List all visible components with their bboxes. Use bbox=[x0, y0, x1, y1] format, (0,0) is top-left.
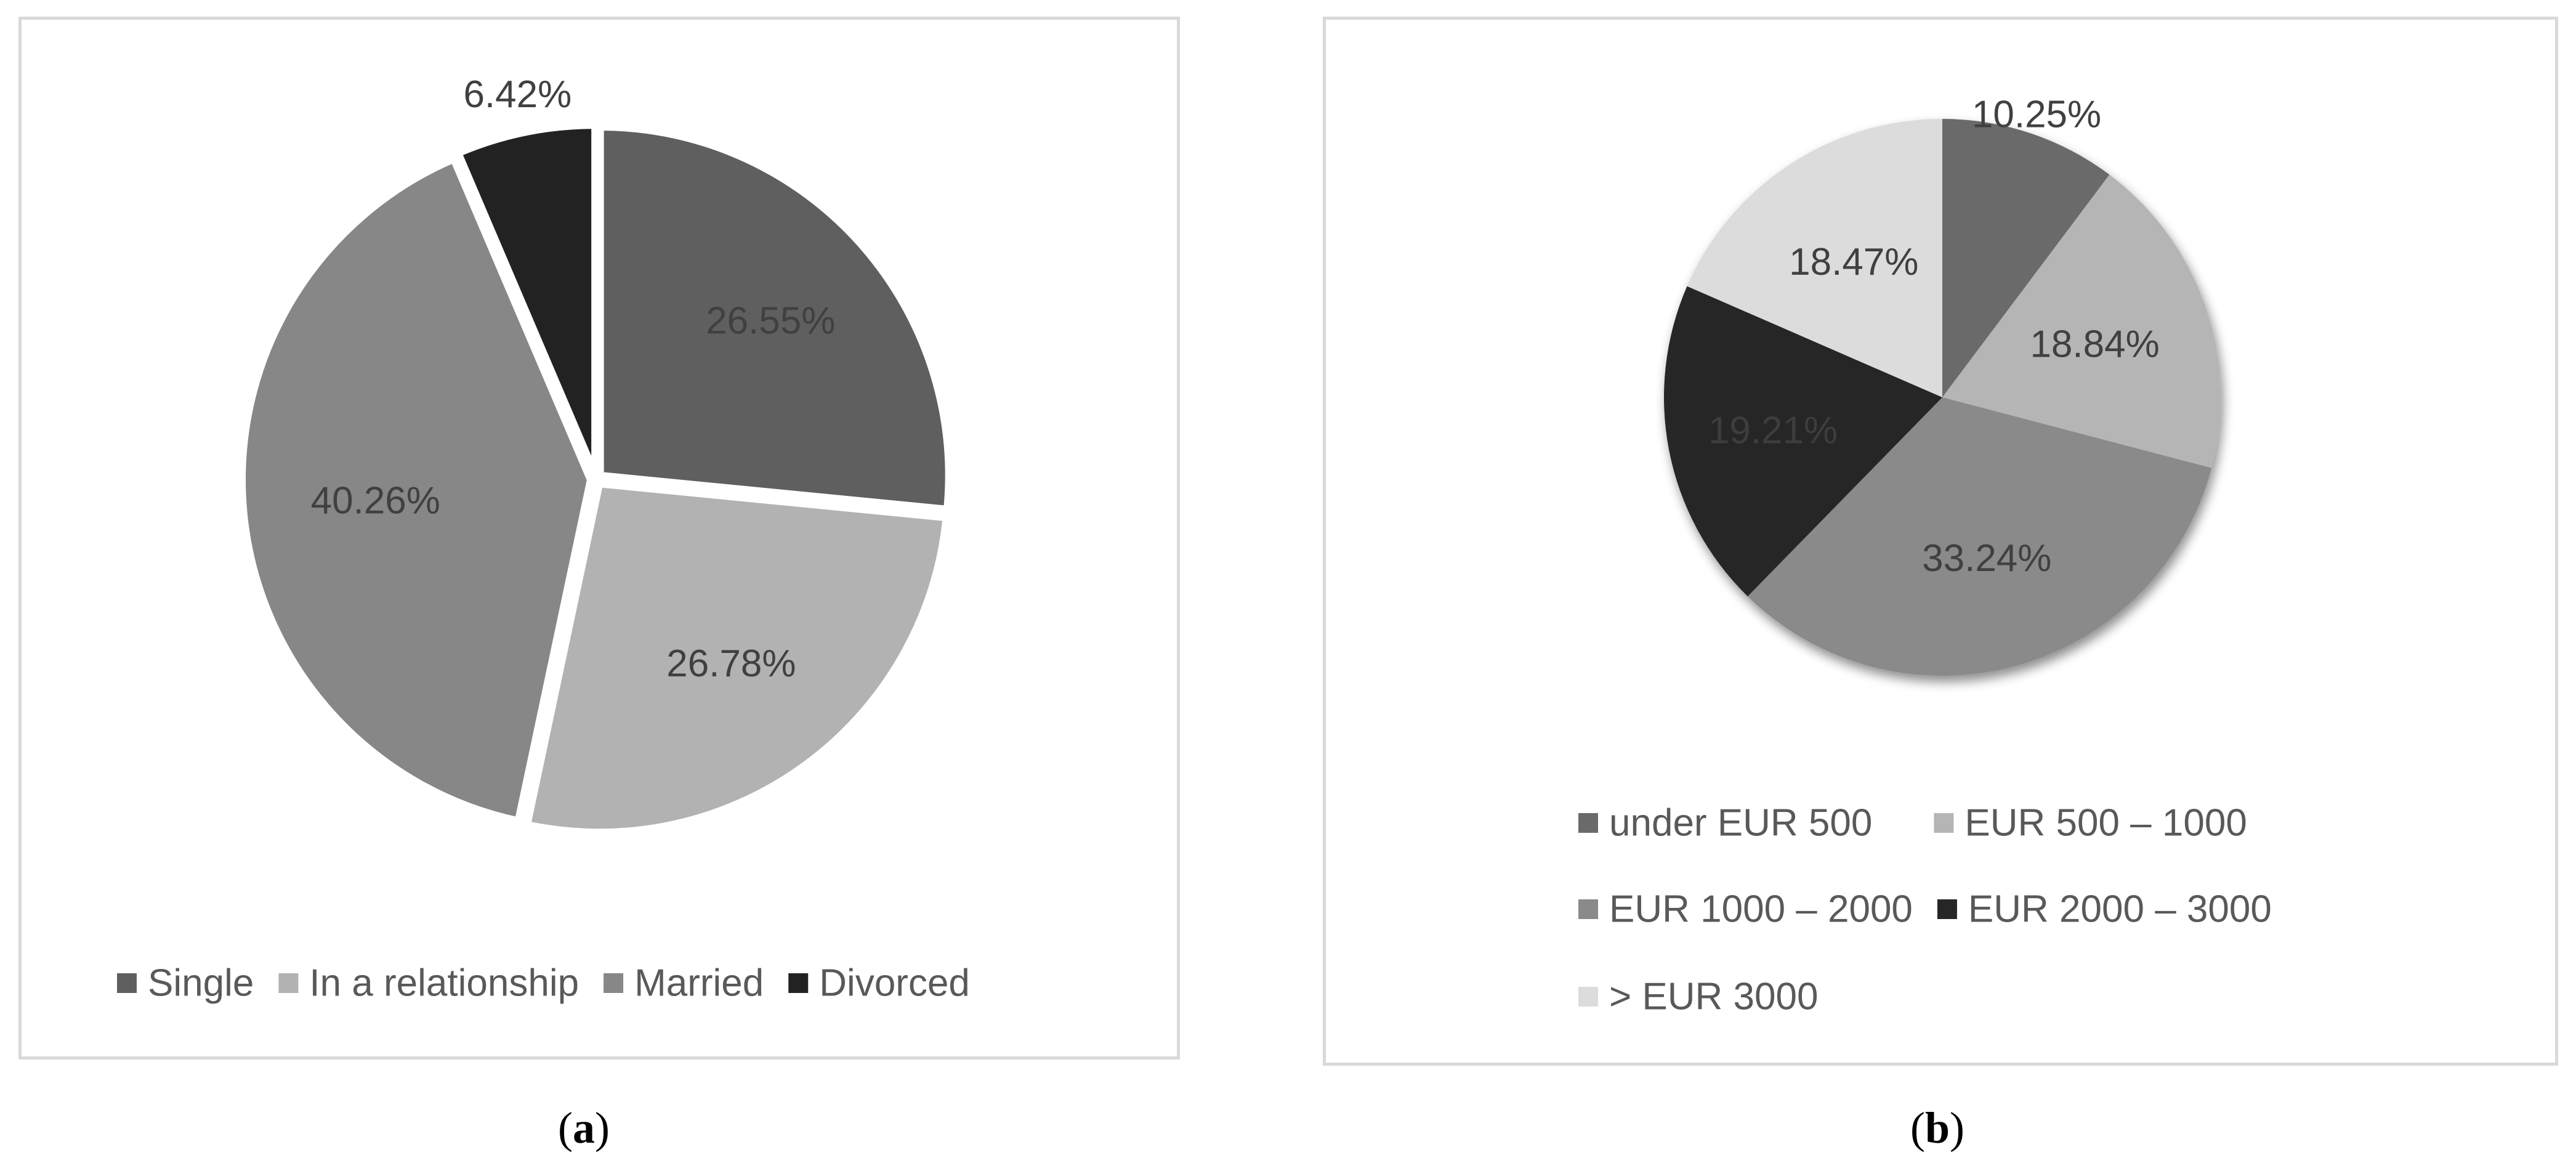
slice-labels-b: 10.25% 18.84% 33.24% 19.21% 18.47% bbox=[1708, 94, 2160, 580]
legend-swatch-eur-2000-3000 bbox=[1937, 899, 1957, 919]
pie-slice-divorced bbox=[453, 121, 599, 476]
legend-swatch-eur-500-1000 bbox=[1934, 813, 1954, 833]
legend-swatch-eur-3000 bbox=[1578, 987, 1598, 1007]
legend-swatch-divorced bbox=[788, 973, 809, 993]
legend-label-eur-2000-3000: EUR 2000 – 3000 bbox=[1968, 888, 2272, 931]
data-label-eur-1000-2000: 33.24% bbox=[1922, 537, 2051, 580]
data-label-under-eur-500: 10.25% bbox=[1972, 94, 2101, 136]
pie-slice-married bbox=[238, 154, 595, 825]
legend-swatch-under-eur-500 bbox=[1578, 813, 1598, 833]
legend-label-married: Married bbox=[634, 962, 764, 1005]
data-label-in-a-relationship: 26.78% bbox=[666, 642, 796, 685]
legend-a: Single In a relationship Married Divorced bbox=[117, 962, 970, 1005]
legend-swatch-in-a-relationship bbox=[278, 973, 299, 993]
panel-caption-a: (a) bbox=[558, 1103, 610, 1153]
pie-slice-in-a-relationship bbox=[522, 479, 951, 837]
pie-slice-eur-1000-2000 bbox=[1747, 397, 2212, 676]
data-label-eur-3000: 18.47% bbox=[1789, 241, 1918, 283]
legend-b: under EUR 500 EUR 500 – 1000 EUR 1000 – 20… bbox=[1578, 802, 2272, 1018]
pie-slice-under-eur-500 bbox=[1942, 119, 2110, 397]
legend-label-eur-500-1000: EUR 500 – 1000 bbox=[1964, 802, 2247, 845]
pie-slice-single bbox=[596, 123, 953, 514]
pie-slice-eur-2000-3000 bbox=[1664, 286, 1942, 597]
data-label-single: 26.55% bbox=[706, 299, 835, 342]
legend-swatch-eur-1000-2000 bbox=[1578, 899, 1598, 919]
panel-caption-b: (b) bbox=[1910, 1103, 1965, 1153]
legend-label-eur-1000-2000: EUR 1000 – 2000 bbox=[1609, 888, 1913, 931]
data-label-married: 40.26% bbox=[311, 479, 440, 522]
legend-swatch-single bbox=[117, 973, 137, 993]
legend-swatch-married bbox=[604, 973, 624, 993]
data-label-eur-500-1000: 18.84% bbox=[2030, 323, 2159, 365]
pie-slice-eur-500-1000 bbox=[1942, 174, 2221, 468]
legend-label-single: Single bbox=[148, 962, 254, 1005]
legend-label-in-a-relationship: In a relationship bbox=[309, 962, 579, 1005]
legend-label-divorced: Divorced bbox=[819, 962, 970, 1005]
pie-slice-eur-3000 bbox=[1687, 118, 1942, 397]
data-label-eur-2000-3000: 19.21% bbox=[1708, 409, 1838, 452]
pie-chart-a: 26.55% 26.78% 40.26% 6.42% bbox=[238, 73, 953, 837]
data-label-divorced: 6.42% bbox=[463, 73, 571, 116]
legend-label-eur-3000: > EUR 3000 bbox=[1609, 976, 1819, 1018]
pie-chart-b bbox=[1664, 118, 2221, 676]
legend-label-under-eur-500: under EUR 500 bbox=[1609, 802, 1872, 845]
